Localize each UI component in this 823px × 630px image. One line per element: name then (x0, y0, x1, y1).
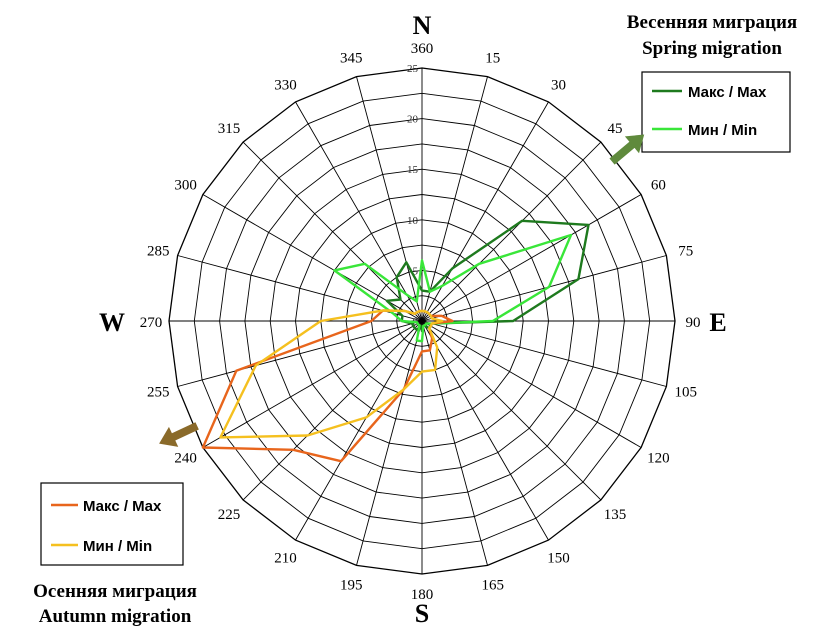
angle-tick-label: 135 (604, 507, 627, 523)
grid-spoke (356, 320, 423, 566)
angle-tick-label: 300 (174, 178, 197, 194)
grid-spoke (421, 101, 549, 322)
angle-tick-label: 360 (411, 41, 434, 57)
angle-tick-label: 270 (140, 315, 163, 331)
angle-tick-label: 315 (218, 121, 241, 137)
spring-title-en: Spring migration (642, 38, 782, 59)
grid-spoke (242, 320, 423, 501)
angle-tick-label: 240 (174, 451, 197, 467)
spring-min-series (333, 233, 573, 343)
autumn-legend: Макс / Max Мин / Min (40, 482, 184, 566)
autumn-title-en: Autumn migration (39, 606, 192, 627)
radial-tick-label: 25 (407, 63, 419, 75)
compass-north: N (413, 11, 432, 40)
grid-spoke (421, 194, 642, 322)
angle-tick-labels: 3601530456075901051201351501651801952102… (140, 41, 701, 603)
spring-legend-min-label: Мин / Min (688, 122, 757, 139)
angle-tick-label: 75 (678, 243, 693, 259)
angle-tick-label: 165 (481, 578, 504, 594)
angle-tick-label: 105 (674, 385, 697, 401)
radial-tick-label: 20 (407, 114, 419, 126)
radial-tick-label: 5 (413, 265, 419, 277)
spring-legend: Макс / Max Мин / Min (641, 71, 791, 153)
spring-legend-max-label: Макс / Max (688, 84, 767, 101)
compass-east: E (709, 308, 726, 337)
grid-spoke (421, 76, 488, 322)
autumn-legend-min-label: Мин / Min (83, 538, 152, 555)
autumn-legend-max-label: Макс / Max (83, 498, 162, 515)
grid-spoke (421, 320, 602, 501)
angle-tick-label: 15 (485, 50, 500, 66)
angle-tick-label: 30 (551, 78, 566, 94)
spring-title-ru: Весенняя миграция (627, 12, 797, 33)
angle-tick-label: 195 (340, 578, 363, 594)
angle-tick-label: 285 (147, 243, 170, 259)
grid-spoke (295, 101, 423, 322)
angle-tick-label: 60 (651, 178, 666, 194)
angle-tick-label: 210 (274, 550, 297, 566)
radial-tick-label: 10 (407, 215, 419, 227)
compass-west: W (99, 308, 125, 337)
grid-spoke (177, 320, 423, 387)
compass-south: S (415, 599, 429, 628)
angle-tick-label: 180 (411, 587, 434, 603)
angle-tick-label: 330 (274, 78, 297, 94)
radial-tick-label: 15 (407, 164, 419, 176)
grid-spoke (295, 320, 423, 541)
angle-tick-label: 255 (147, 385, 170, 401)
angle-tick-label: 225 (218, 507, 241, 523)
grid-spoke (202, 320, 423, 448)
grid-spoke (421, 320, 642, 448)
series-layer (201, 219, 590, 463)
angle-tick-label: 45 (608, 121, 623, 137)
grid-spoke (421, 320, 488, 566)
grid-spoke (242, 141, 423, 322)
angle-tick-label: 150 (547, 550, 570, 566)
spring-direction-arrow (609, 134, 645, 165)
grid-spoke (421, 141, 602, 322)
angle-tick-label: 345 (340, 50, 363, 66)
grid-spoke (356, 76, 423, 322)
grid-spoke (421, 255, 667, 322)
grid-spoke (421, 320, 549, 541)
radial-spokes (169, 68, 675, 574)
autumn-title-ru: Осенняя миграция (33, 581, 197, 602)
grid-spoke (202, 194, 423, 322)
grid-spoke (421, 320, 667, 387)
angle-tick-label: 90 (686, 315, 701, 331)
angle-tick-label: 120 (647, 451, 670, 467)
autumn-direction-arrow (159, 422, 199, 447)
autumn-min-series (219, 309, 444, 439)
